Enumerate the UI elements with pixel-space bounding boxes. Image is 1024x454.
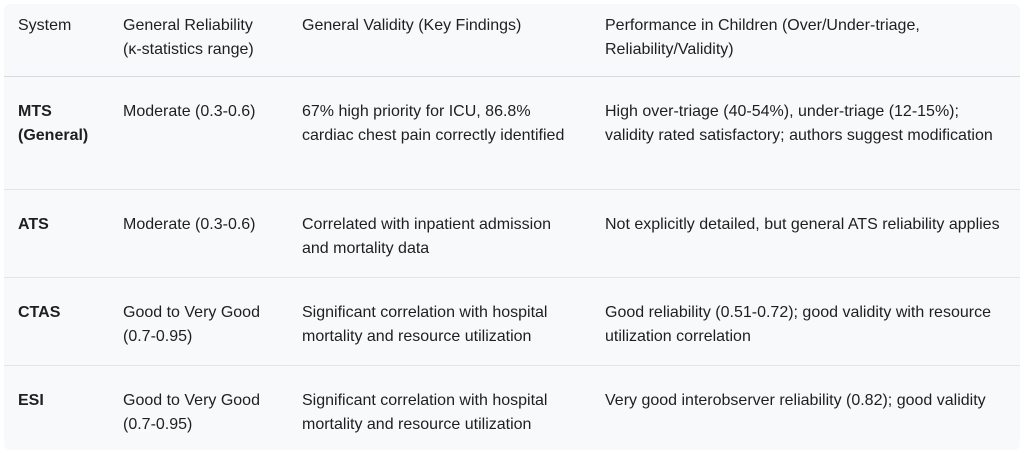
cell-reliability: Moderate (0.3-0.6) (123, 103, 256, 120)
table-row-ats: ATS Moderate (0.3-0.6) Correlated with i… (4, 190, 1020, 278)
cell-validity: 67% high priority for ICU, 86.8% cardiac… (302, 103, 565, 144)
table-row-esi: ESI Good to Very Good (0.7-0.95) Signifi… (4, 366, 1020, 454)
cell-system: CTAS (18, 304, 61, 321)
cell-children: Very good interobserver reliability (0.8… (605, 392, 986, 409)
cell-system: MTS (General) (18, 103, 89, 144)
header-row: System General Reliability (κ-statistics… (4, 4, 1020, 77)
cell-children: Not explicitly detailed, but general ATS… (605, 216, 1000, 233)
cell-validity: Significant correlation with hospital mo… (302, 392, 548, 433)
cell-reliability: Good to Very Good (0.7-0.95) (123, 304, 260, 345)
header-performance-in-children: Performance in Children (Over/Under-tria… (605, 17, 920, 58)
cell-children: High over-triage (40-54%), under-triage … (605, 103, 993, 144)
table-row-ctas: CTAS Good to Very Good (0.7-0.95) Signif… (4, 278, 1020, 366)
cell-validity: Significant correlation with hospital mo… (302, 304, 548, 345)
header-general-validity: General Validity (Key Findings) (302, 17, 522, 34)
table-row-mts: MTS (General) Moderate (0.3-0.6) 67% hig… (4, 77, 1020, 190)
header-system: System (18, 17, 72, 34)
cell-system: ATS (18, 216, 49, 233)
table-header: System General Reliability (κ-statistics… (4, 4, 1020, 77)
cell-validity: Correlated with inpatient admission and … (302, 216, 552, 257)
cell-system: ESI (18, 392, 44, 409)
triage-comparison-table: System General Reliability (κ-statistics… (4, 4, 1020, 453)
table-body: MTS (General) Moderate (0.3-0.6) 67% hig… (4, 77, 1020, 454)
triage-comparison-table-container: System General Reliability (κ-statistics… (4, 4, 1020, 450)
cell-children: Good reliability (0.51-0.72); good valid… (605, 304, 991, 345)
cell-reliability: Good to Very Good (0.7-0.95) (123, 392, 260, 433)
cell-reliability: Moderate (0.3-0.6) (123, 216, 256, 233)
header-general-reliability: General Reliability (κ-statistics range) (123, 17, 254, 58)
